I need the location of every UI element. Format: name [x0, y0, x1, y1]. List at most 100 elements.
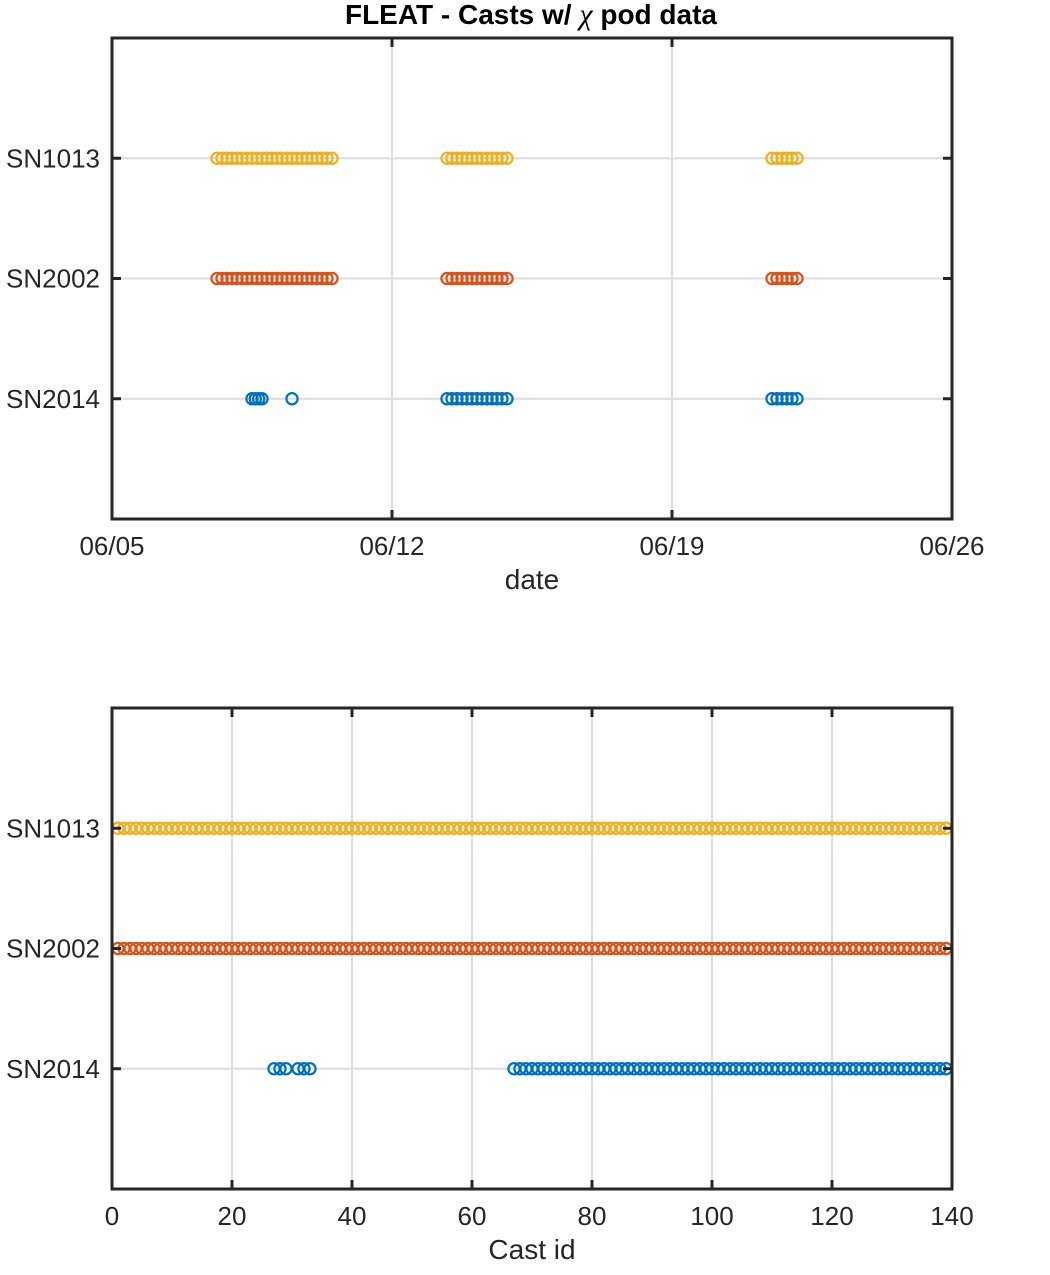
data-point	[770, 151, 784, 165]
data-point	[235, 271, 249, 286]
data-point	[470, 271, 484, 286]
data-point	[475, 271, 489, 286]
data-point	[440, 151, 454, 165]
x-tick-label: 0	[105, 1201, 119, 1231]
data-point	[780, 151, 794, 165]
data-point	[210, 151, 224, 165]
x-tick-label: 06/12	[359, 531, 424, 561]
data-point	[445, 151, 459, 165]
data-point	[250, 151, 264, 165]
data-point	[303, 1062, 317, 1076]
y-tick-label: SN2014	[6, 1054, 100, 1084]
x-tick-label: 80	[578, 1201, 607, 1231]
x-tick-label: 20	[218, 1201, 247, 1231]
data-point	[770, 271, 784, 286]
x-axis-label: Cast id	[488, 1234, 575, 1265]
data-point	[475, 392, 489, 406]
data-point	[250, 271, 264, 286]
data-point	[775, 151, 789, 165]
data-point	[480, 151, 494, 165]
data-point	[785, 392, 799, 406]
data-point	[470, 392, 484, 406]
series-SN1013	[111, 821, 953, 835]
data-point	[315, 271, 329, 286]
cast-id-panel: 0 20 40 60 80 100 120 140 SN2014 SN2002 SN1013 Cast…	[6, 706, 974, 1265]
data-point	[273, 1062, 287, 1076]
data-point	[280, 151, 294, 165]
data-point	[220, 271, 234, 286]
data-point	[445, 392, 459, 406]
data-point	[270, 271, 284, 286]
data-point	[255, 151, 269, 165]
data-point	[460, 151, 474, 165]
data-point	[320, 271, 334, 286]
data-point	[275, 151, 289, 165]
data-point	[495, 271, 509, 286]
data-point	[490, 271, 504, 286]
data-point	[297, 1062, 311, 1076]
data-point	[480, 271, 494, 286]
data-point	[260, 271, 274, 286]
data-point	[480, 392, 494, 406]
series-SN1013	[210, 151, 804, 165]
data-point	[220, 151, 234, 165]
data-point	[325, 271, 339, 286]
data-point	[770, 392, 784, 406]
data-point	[450, 271, 464, 286]
data-point	[210, 271, 224, 286]
y-tick-label: SN1013	[6, 143, 100, 173]
x-axis-label: date	[505, 564, 560, 595]
data-point	[230, 271, 244, 286]
data-point	[500, 151, 514, 165]
data-point	[305, 151, 319, 165]
data-point	[785, 151, 799, 165]
data-point	[270, 151, 284, 165]
data-point	[325, 151, 339, 165]
x-tick-label: 60	[458, 1201, 487, 1231]
data-point	[230, 151, 244, 165]
series-SN2014	[245, 392, 804, 406]
data-point	[245, 151, 259, 165]
data-point	[485, 151, 499, 165]
data-point	[285, 151, 299, 165]
data-point	[495, 151, 509, 165]
data-point	[280, 271, 294, 286]
data-point	[290, 151, 304, 165]
data-point	[765, 271, 779, 286]
y-tick-label: SN2014	[6, 384, 100, 414]
data-point	[215, 151, 229, 165]
data-point	[775, 271, 789, 286]
data-point	[245, 271, 259, 286]
data-point	[275, 271, 289, 286]
data-point	[775, 392, 789, 406]
data-point	[310, 271, 324, 286]
data-point	[790, 271, 804, 286]
data-point	[465, 271, 479, 286]
data-point	[240, 151, 254, 165]
data-point	[500, 392, 514, 406]
series-SN2014	[267, 1062, 953, 1076]
data-point	[315, 151, 329, 165]
data-point	[455, 392, 469, 406]
x-tick-label: 100	[690, 1201, 733, 1231]
x-tick-label: 06/05	[79, 531, 144, 561]
data-point	[470, 151, 484, 165]
data-point	[295, 151, 309, 165]
data-point	[495, 392, 509, 406]
y-tick-label: SN1013	[6, 813, 100, 843]
x-tick-label: 06/19	[639, 531, 704, 561]
data-point	[225, 271, 239, 286]
data-point	[440, 271, 454, 286]
data-point	[475, 151, 489, 165]
data-point	[285, 392, 299, 406]
data-point	[765, 151, 779, 165]
data-point	[455, 271, 469, 286]
data-point	[450, 392, 464, 406]
data-point	[485, 271, 499, 286]
y-tick-label: SN2002	[6, 264, 100, 294]
series-SN2002	[111, 941, 953, 956]
data-point	[765, 392, 779, 406]
x-tick-label: 120	[810, 1201, 853, 1231]
chart-title: FLEAT - Casts w/ χ pod data	[345, 0, 717, 31]
